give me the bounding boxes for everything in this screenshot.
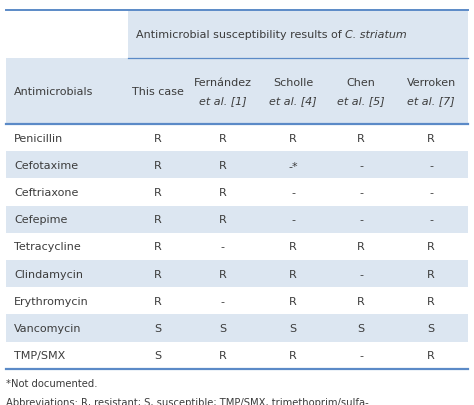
Text: R: R bbox=[427, 133, 435, 143]
Text: S: S bbox=[155, 350, 162, 360]
Text: R: R bbox=[219, 350, 227, 360]
Text: R: R bbox=[154, 133, 162, 143]
Text: R: R bbox=[154, 269, 162, 279]
Text: R: R bbox=[289, 350, 297, 360]
Bar bbox=[6, 342, 468, 369]
Text: et al. [5]: et al. [5] bbox=[337, 96, 385, 106]
Text: Antimicrobials: Antimicrobials bbox=[14, 87, 93, 97]
Text: Erythromycin: Erythromycin bbox=[14, 296, 89, 306]
Text: R: R bbox=[154, 242, 162, 252]
Text: R: R bbox=[357, 242, 365, 252]
Text: et al. [7]: et al. [7] bbox=[407, 96, 455, 106]
Text: Cefepime: Cefepime bbox=[14, 215, 68, 225]
Text: R: R bbox=[289, 133, 297, 143]
Text: -: - bbox=[359, 269, 363, 279]
Text: Scholle: Scholle bbox=[273, 78, 313, 88]
Bar bbox=[6, 125, 468, 152]
Text: R: R bbox=[219, 215, 227, 225]
Text: *Not documented.: *Not documented. bbox=[6, 378, 97, 388]
Text: R: R bbox=[289, 296, 297, 306]
Text: -: - bbox=[221, 242, 225, 252]
Text: Penicillin: Penicillin bbox=[14, 133, 64, 143]
Text: R: R bbox=[427, 350, 435, 360]
Bar bbox=[6, 288, 468, 315]
Bar bbox=[6, 179, 468, 206]
Text: R: R bbox=[219, 188, 227, 198]
Bar bbox=[6, 206, 468, 233]
Bar bbox=[6, 315, 468, 342]
Text: et al. [1]: et al. [1] bbox=[199, 96, 246, 106]
Text: Ceftriaxone: Ceftriaxone bbox=[14, 188, 79, 198]
Text: S: S bbox=[219, 323, 226, 333]
Text: Tetracycline: Tetracycline bbox=[14, 242, 81, 252]
Text: C. striatum: C. striatum bbox=[345, 30, 407, 40]
Text: -: - bbox=[359, 160, 363, 171]
Bar bbox=[128, 11, 468, 59]
Text: -: - bbox=[291, 188, 295, 198]
Text: -: - bbox=[429, 188, 433, 198]
Text: -: - bbox=[359, 215, 363, 225]
Text: Cefotaxime: Cefotaxime bbox=[14, 160, 78, 171]
Text: S: S bbox=[155, 323, 162, 333]
Text: R: R bbox=[289, 242, 297, 252]
Bar bbox=[6, 260, 468, 288]
Text: -: - bbox=[291, 215, 295, 225]
Text: -: - bbox=[359, 188, 363, 198]
Bar bbox=[6, 233, 468, 260]
Text: -: - bbox=[429, 160, 433, 171]
Text: -: - bbox=[359, 350, 363, 360]
Text: This case: This case bbox=[132, 87, 184, 97]
Text: R: R bbox=[154, 215, 162, 225]
Text: R: R bbox=[219, 133, 227, 143]
Text: TMP/SMX: TMP/SMX bbox=[14, 350, 65, 360]
Text: R: R bbox=[357, 296, 365, 306]
Text: R: R bbox=[427, 269, 435, 279]
Text: R: R bbox=[219, 160, 227, 171]
Text: Antimicrobial susceptibility results of: Antimicrobial susceptibility results of bbox=[136, 30, 345, 40]
Text: Abbreviations: R, resistant; S, susceptible; TMP/SMX, trimethoprim/sulfa-: Abbreviations: R, resistant; S, suscepti… bbox=[6, 397, 368, 405]
Text: Clindamycin: Clindamycin bbox=[14, 269, 83, 279]
Bar bbox=[6, 152, 468, 179]
Text: R: R bbox=[289, 269, 297, 279]
Text: et al. [4]: et al. [4] bbox=[269, 96, 317, 106]
Text: Fernández: Fernández bbox=[194, 78, 252, 88]
Text: R: R bbox=[427, 242, 435, 252]
Text: R: R bbox=[357, 133, 365, 143]
Text: -: - bbox=[429, 215, 433, 225]
Text: S: S bbox=[290, 323, 297, 333]
Text: Chen: Chen bbox=[346, 78, 375, 88]
Text: -*: -* bbox=[288, 160, 298, 171]
Text: R: R bbox=[154, 296, 162, 306]
Text: R: R bbox=[219, 269, 227, 279]
Text: Vancomycin: Vancomycin bbox=[14, 323, 82, 333]
Text: Verroken: Verroken bbox=[406, 78, 456, 88]
Text: R: R bbox=[427, 296, 435, 306]
Text: -: - bbox=[221, 296, 225, 306]
Bar bbox=[6, 59, 468, 125]
Text: S: S bbox=[428, 323, 435, 333]
Text: R: R bbox=[154, 188, 162, 198]
Text: R: R bbox=[154, 160, 162, 171]
Text: S: S bbox=[357, 323, 365, 333]
